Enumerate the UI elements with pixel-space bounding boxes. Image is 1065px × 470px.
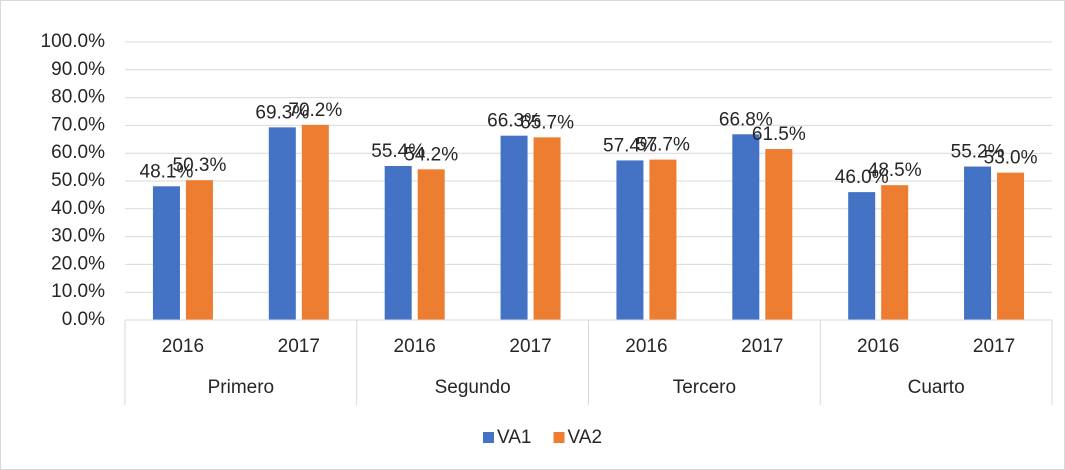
- x-tick-label: 2016: [162, 336, 204, 357]
- legend-label: VA1: [497, 427, 532, 448]
- data-label: 65.7%: [520, 112, 574, 133]
- x-tick-label: 2017: [278, 336, 320, 357]
- legend-swatch: [483, 432, 494, 443]
- y-tick-label: 80.0%: [51, 87, 105, 108]
- bar: [268, 127, 296, 320]
- bar: [185, 180, 213, 320]
- bar: [881, 185, 909, 320]
- data-label: 70.2%: [288, 100, 342, 121]
- x-tick-label: 2016: [857, 336, 899, 357]
- data-label: 46.0%: [835, 167, 889, 188]
- bar: [765, 149, 793, 320]
- group-label: Segundo: [435, 377, 511, 398]
- bar: [616, 160, 644, 320]
- bar: [649, 159, 677, 320]
- y-tick-label: 10.0%: [51, 281, 105, 302]
- legend-swatch: [553, 432, 565, 443]
- bar: [848, 192, 876, 320]
- data-label: 55.2%: [951, 142, 1005, 163]
- y-tick-label: 70.0%: [51, 114, 105, 135]
- data-label: 66.8%: [719, 109, 773, 130]
- data-label: 69.3%: [255, 102, 309, 123]
- data-label: 54.2%: [404, 144, 458, 165]
- y-tick-label: 30.0%: [51, 226, 105, 247]
- bar: [384, 165, 412, 320]
- data-label: 48.1%: [140, 161, 194, 182]
- x-tick-label: 2017: [509, 336, 551, 357]
- bar: [533, 137, 561, 320]
- x-tick-label: 2017: [741, 336, 783, 357]
- y-tick-label: 100.0%: [41, 31, 106, 52]
- bar: [152, 186, 180, 320]
- bar: [964, 166, 992, 320]
- bar: [417, 169, 445, 320]
- group-label: Cuarto: [908, 377, 965, 398]
- bar: [997, 172, 1025, 320]
- data-label: 53.0%: [984, 148, 1038, 169]
- bar: [500, 135, 528, 320]
- y-tick-label: 40.0%: [51, 198, 105, 219]
- x-tick-label: 2017: [973, 336, 1015, 357]
- legend-label: VA2: [568, 427, 603, 448]
- y-tick-label: 20.0%: [51, 253, 105, 274]
- bar: [732, 134, 760, 320]
- bar: [301, 124, 329, 321]
- data-label: 61.5%: [752, 124, 806, 145]
- data-label: 57.7%: [636, 135, 690, 156]
- y-tick-label: 0.0%: [62, 309, 105, 330]
- y-tick-label: 50.0%: [51, 170, 105, 191]
- x-tick-label: 2016: [394, 336, 436, 357]
- data-label: 50.3%: [173, 155, 227, 176]
- x-tick-label: 2016: [625, 336, 667, 357]
- data-label: 48.5%: [868, 160, 922, 181]
- data-label: 55.4%: [371, 141, 425, 162]
- group-label: Tercero: [673, 377, 736, 398]
- y-tick-label: 90.0%: [51, 59, 105, 80]
- data-label: 66.3%: [487, 111, 541, 132]
- y-tick-label: 60.0%: [51, 142, 105, 163]
- data-label: 57.4%: [603, 135, 657, 156]
- group-label: Primero: [208, 377, 275, 398]
